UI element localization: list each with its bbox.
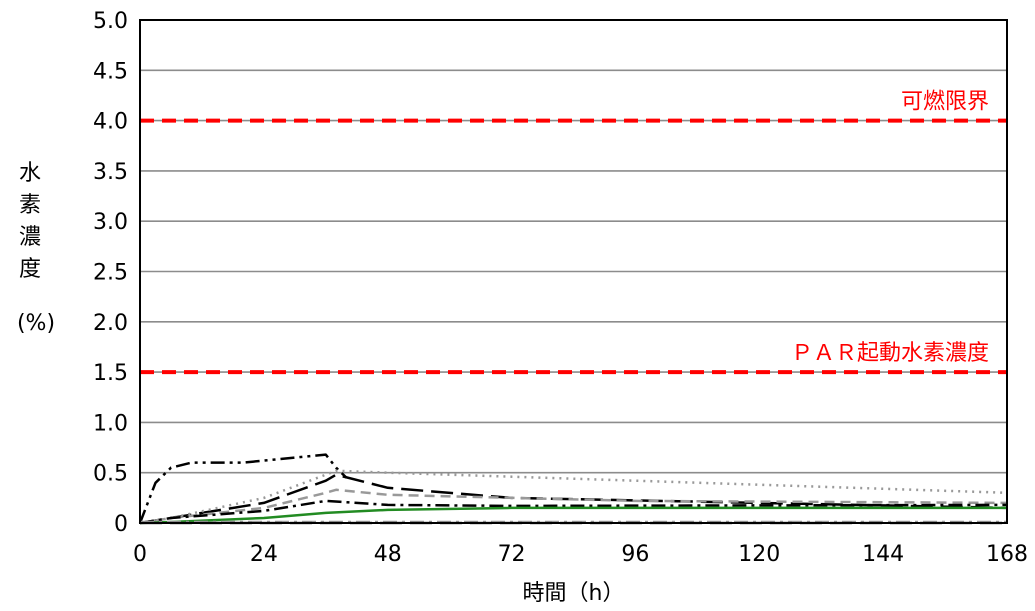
- x-tick-label: 24: [250, 542, 278, 567]
- y-tick-label: 4.5: [93, 59, 128, 84]
- y-tick-labels: 0 0.5 1.0 1.5 2.0 2.5 3.0 3.5 4.0 4.5 5.0: [93, 9, 128, 537]
- x-axis-label: 時間（h）: [523, 581, 625, 606]
- y-tick-label: 5.0: [93, 9, 128, 34]
- y-axis-label-char: 度: [19, 257, 41, 282]
- series-line: [139, 469, 1008, 525]
- x-tick-label: 72: [498, 542, 526, 567]
- y-tick-label: 0: [114, 512, 128, 537]
- y-axis-label-char: 素: [19, 193, 41, 218]
- y-tick-label: 1.0: [93, 411, 128, 436]
- x-tick-label: 96: [621, 542, 649, 567]
- x-tick-label: 0: [133, 542, 147, 567]
- series-lines: [138, 453, 1008, 525]
- y-tick-label: 3.0: [93, 210, 128, 235]
- x-tick-labels: 0 24 48 72 96 120 144 168: [133, 542, 1028, 567]
- series-line: [138, 453, 348, 524]
- y-axis-label: 水素濃度: [19, 161, 41, 282]
- y-axis-unit: (%): [17, 311, 55, 336]
- y-axis-label-char: 濃: [19, 225, 41, 250]
- series-line: [139, 488, 1008, 525]
- y-tick-label: 2.5: [93, 261, 128, 286]
- reference-line-label: 可燃限界: [901, 90, 989, 115]
- reference-lines: 可燃限界 ＰＡＲ起動水素濃度: [140, 90, 1007, 375]
- x-tick-label: 144: [862, 542, 904, 567]
- grid-lines: [140, 69, 1007, 474]
- y-tick-label: 3.5: [93, 160, 128, 185]
- reference-line-label: ＰＡＲ起動水素濃度: [791, 341, 989, 366]
- series-line: [139, 473, 1008, 525]
- plot-frame: [139, 19, 1008, 524]
- y-axis-label-char: 水: [19, 161, 41, 186]
- y-tick-label: 0.5: [93, 462, 128, 487]
- x-tick-label: 120: [738, 542, 780, 567]
- series-line: [139, 499, 1008, 525]
- x-tick-label: 168: [986, 542, 1028, 567]
- series-line: [139, 506, 1007, 525]
- y-tick-label: 1.5: [93, 361, 128, 386]
- x-tick-label: 48: [374, 542, 402, 567]
- y-tick-label: 2.0: [93, 311, 128, 336]
- y-tick-label: 4.0: [93, 110, 128, 135]
